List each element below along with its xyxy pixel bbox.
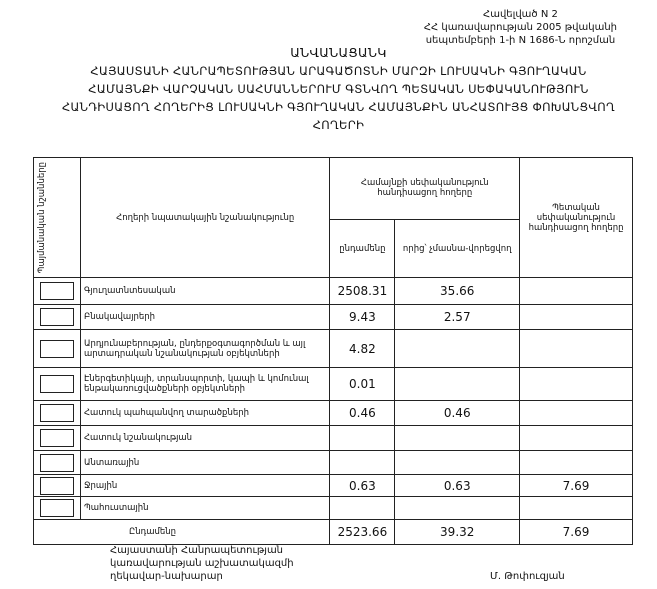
symbol-cell <box>33 329 81 369</box>
total-cell: 9.43 <box>329 304 396 331</box>
table-row: Բնակավայրերի 9.43 2.57 <box>33 304 633 331</box>
sum-state: 7.69 <box>519 519 633 546</box>
state-cell: 7.69 <box>519 474 633 498</box>
land-table: Պայմանական նշանները Հողերի նպատակային նշ… <box>32 156 633 546</box>
of-which-cell: 35.66 <box>394 277 521 306</box>
total-cell: 0.46 <box>329 400 396 427</box>
of-which-cell <box>394 450 521 476</box>
legend-symbol-box <box>39 476 74 495</box>
state-cell <box>519 496 633 521</box>
legend-symbol-box <box>39 429 74 448</box>
total-cell: 2508.31 <box>329 277 396 306</box>
signatory-name: Մ. Թոփուզյան <box>490 571 565 582</box>
state-cell <box>519 304 633 331</box>
table-row: Հատուկ պահպանվող տարածքների 0.46 0.46 <box>33 400 633 427</box>
purpose-cell: Անտառային <box>79 450 331 476</box>
of-which-cell <box>394 329 521 369</box>
state-cell <box>519 425 633 452</box>
total-cell <box>329 450 396 476</box>
legend-symbol-box <box>39 404 74 423</box>
of-which-cell: 2.57 <box>394 304 521 331</box>
header-symbols: Պայմանական նշանները <box>33 156 81 279</box>
table-row: Ջրային 0.63 0.63 7.69 <box>33 474 633 498</box>
position-line: կառավարության աշխատակազմի <box>110 558 294 569</box>
sum-label: Ընդամենը <box>32 519 331 546</box>
state-cell <box>519 400 633 427</box>
purpose-cell: Հատուկ նշանակության <box>79 425 331 452</box>
state-cell <box>519 367 633 402</box>
header-state: Պետական սեփականություն հանդիսացող հողերը <box>519 156 633 279</box>
total-cell <box>329 496 396 521</box>
table-row: Անտառային <box>33 450 633 476</box>
header-community: Համայնքի սեփականություն հանդիսացող հողեր… <box>329 157 521 220</box>
symbol-cell <box>33 277 81 306</box>
of-which-cell: 0.46 <box>394 400 521 427</box>
purpose-cell: Էներգետիկայի, տրանսպորտի, կապի և կոմունա… <box>79 367 331 402</box>
legend-symbol-box <box>39 308 74 327</box>
purpose-cell: Ջրային <box>79 474 331 498</box>
symbol-cell <box>33 425 81 452</box>
title-line: ՀԱՄԱՅՆՔԻ ՎԱՐՉԱԿԱՆ ՍԱՀՄԱՆՆԵՐՈՒՄ ԳՏՆՎՈՂ ՊԵ… <box>88 82 589 96</box>
symbol-cell <box>33 450 81 476</box>
legend-symbol-box <box>39 339 74 358</box>
purpose-cell: Պահուստային <box>79 496 331 521</box>
position-line: ղեկավար-նախարար <box>110 571 223 582</box>
table-row: Արդյունաբերության, ընդերքօգտագործման և ա… <box>33 329 633 369</box>
position-line: Հայաստանի Հանրապետության <box>110 545 284 556</box>
appendix-line: Հավելված N 2 <box>483 9 558 20</box>
title-line: ՀԱՅԱՍՏԱՆԻ ՀԱՆՐԱՊԵՏՈՒԹՅԱՆ ԱՐԱԳԱԾՈՏՆԻ ՄԱՐԶ… <box>90 64 587 78</box>
legend-symbol-box <box>39 453 74 472</box>
of-which-cell <box>394 496 521 521</box>
purpose-cell: Արդյունաբերության, ընդերքօգտագործման և ա… <box>79 329 331 369</box>
state-cell <box>519 450 633 476</box>
total-cell: 4.82 <box>329 329 396 369</box>
title-main: ԱՆՎԱՆԱՑԱՆԿ <box>290 45 387 60</box>
legend-symbol-box <box>39 282 74 301</box>
total-cell: 0.63 <box>329 474 396 498</box>
purpose-cell: Գյուղատնտեսական <box>79 277 331 306</box>
appendix-line: ՀՀ կառավարության 2005 թվականի <box>423 22 617 33</box>
total-cell: 0.01 <box>329 367 396 402</box>
state-cell <box>519 277 633 306</box>
sum-of-which: 39.32 <box>394 519 521 546</box>
of-which-cell <box>394 425 521 452</box>
document-title: ԱՆՎԱՆԱՑԱՆԿ ՀԱՅԱՍՏԱՆԻ ՀԱՆՐԱՊԵՏՈՒԹՅԱՆ ԱՐԱԳ… <box>20 44 657 134</box>
sum-total: 2523.66 <box>329 519 396 546</box>
title-line: ՀՈՂԵՐԻ <box>312 118 365 132</box>
state-cell <box>519 329 633 369</box>
total-cell <box>329 425 396 452</box>
sum-row: Ընդամենը 2523.66 39.32 7.69 <box>32 519 633 546</box>
symbol-cell <box>33 304 81 331</box>
legend-symbol-box <box>39 375 74 394</box>
of-which-cell: 0.63 <box>394 474 521 498</box>
symbol-cell <box>33 367 81 402</box>
header-of-which: որից՝ չմասնա-վորեցվող <box>394 218 521 279</box>
title-line: ՀԱՆԴԻՍԱՑՈՂ ՀՈՂԵՐԻՑ ԼՈՒՍԱԿՆԻ ԳՅՈՒՂԱԿԱՆ ՀԱ… <box>62 100 615 114</box>
header-purpose: Հողերի նպատակային նշանակությունը <box>79 156 331 279</box>
table-row: Պահուստային <box>33 496 633 521</box>
purpose-cell: Բնակավայրերի <box>79 304 331 331</box>
legend-symbol-box <box>39 499 74 518</box>
header-total: ընդամենը <box>329 218 396 279</box>
signatory-position: Հայաստանի Հանրապետության կառավարության ա… <box>110 544 294 583</box>
appendix-header: Հավելված N 2 ՀՀ կառավարության 2005 թվակա… <box>424 8 617 47</box>
table-row: Էներգետիկայի, տրանսպորտի, կապի և կոմունա… <box>33 367 633 402</box>
of-which-cell <box>394 367 521 402</box>
table-row: Գյուղատնտեսական 2508.31 35.66 <box>33 277 633 306</box>
purpose-cell: Հատուկ պահպանվող տարածքների <box>79 400 331 427</box>
symbol-cell <box>33 400 81 427</box>
symbol-cell <box>33 474 81 498</box>
table-row: Հատուկ նշանակության <box>33 425 633 452</box>
symbol-cell <box>33 496 81 521</box>
appendix-line: սեպտեմբերի 1-ի N 1686-Ն որոշման <box>425 35 616 46</box>
